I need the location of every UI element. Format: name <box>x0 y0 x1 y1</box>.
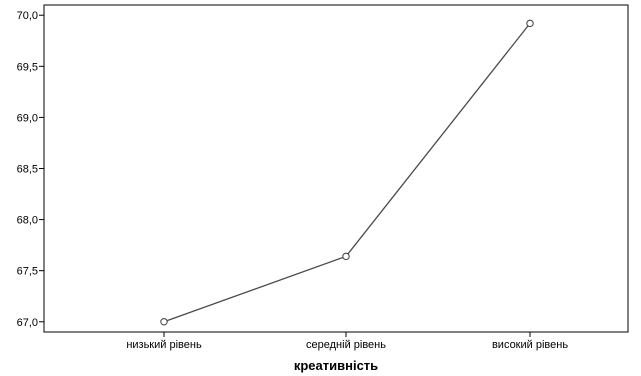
data-point-marker <box>160 318 168 326</box>
y-tick-label: 68,5 <box>17 164 38 176</box>
data-point-marker <box>342 252 350 261</box>
y-tick-label: 68,0 <box>17 215 38 227</box>
plot-area-frame <box>43 4 629 333</box>
x-axis-title: креативність <box>294 358 378 373</box>
x-tick-label: середній рівень <box>306 339 386 351</box>
x-tick-label: низький рівень <box>126 339 202 351</box>
data-point-marker <box>526 19 534 28</box>
y-tick-label: 70,0 <box>17 10 38 22</box>
y-tick-label: 67,0 <box>17 317 38 329</box>
series-layer <box>160 19 534 326</box>
y-tick-label: 69,0 <box>17 112 38 124</box>
y-tick-label: 67,5 <box>17 266 38 278</box>
x-tick-label: високий рівень <box>492 339 568 351</box>
series-line <box>163 22 531 323</box>
y-axis: 67,0 67,5 68,0 68,5 69,0 69,5 70,0 <box>17 10 44 329</box>
x-axis: низький рівень середній рівень високий рів… <box>126 332 568 351</box>
y-tick-label: 69,5 <box>17 61 38 73</box>
